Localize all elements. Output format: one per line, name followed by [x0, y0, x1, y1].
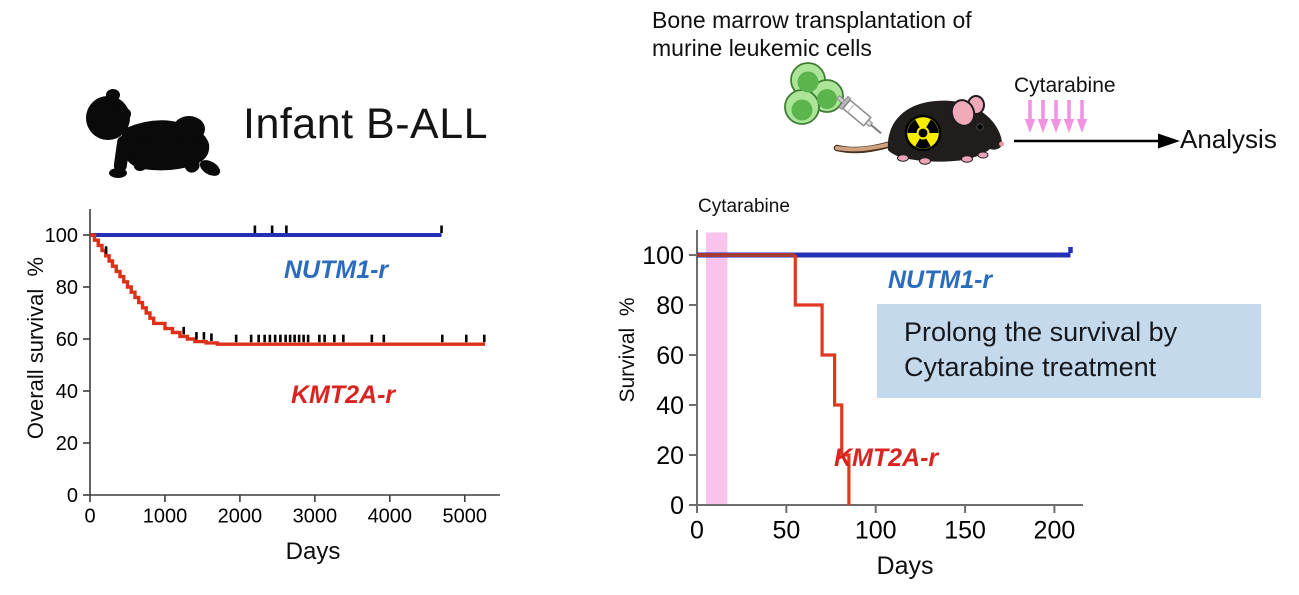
band-cytarabine-label: Cytarabine — [698, 196, 790, 217]
svg-text:2000: 2000 — [218, 505, 263, 527]
right-nutm1-label: NUTM1-r — [888, 266, 993, 294]
right-survival-chart: 0 20 40 60 80 100 0 50 100 150 200 — [642, 230, 1083, 545]
svg-text:80: 80 — [56, 277, 78, 299]
cytarabine-arrows-icon — [1024, 100, 1088, 133]
svg-text:60: 60 — [56, 329, 78, 351]
mouse-eye — [976, 123, 984, 131]
svg-text:3000: 3000 — [293, 505, 338, 527]
conclusion-line1: Prolong the survival by — [904, 317, 1178, 347]
cytarabine-treatment-label: Cytarabine — [1014, 74, 1116, 97]
mouse-ear-front — [950, 99, 976, 127]
left-nutm1-label: NUTM1-r — [284, 256, 389, 284]
analysis-arrow-icon — [1014, 133, 1180, 149]
svg-text:40: 40 — [56, 381, 78, 403]
svg-text:0: 0 — [670, 492, 684, 520]
svg-text:60: 60 — [656, 342, 684, 370]
baby-icon — [86, 89, 221, 178]
svg-text:1000: 1000 — [143, 505, 188, 527]
svg-text:4000: 4000 — [368, 505, 413, 527]
svg-text:100: 100 — [45, 225, 78, 247]
svg-text:40: 40 — [656, 392, 684, 420]
svg-text:200: 200 — [1034, 517, 1076, 545]
right-kmt2a-label: KMT2A-r — [834, 444, 939, 472]
svg-text:20: 20 — [656, 442, 684, 470]
right-chart-xlabel: Days — [876, 552, 934, 580]
svg-text:0: 0 — [67, 485, 78, 507]
left-chart-xlabel: Days — [285, 538, 341, 565]
conclusion-callout: Prolong the survival by Cytarabine treat… — [877, 304, 1261, 398]
syringe-icon — [836, 95, 882, 134]
mouse-nose — [999, 141, 1004, 147]
right-chart-ylabel: Survival % — [616, 297, 639, 403]
experiment-heading-line2: murine leukemic cells — [652, 35, 872, 61]
svg-text:20: 20 — [56, 433, 78, 455]
left-chart-ylabel: Overall survival % — [23, 256, 48, 440]
svg-text:80: 80 — [656, 292, 684, 320]
bmt-illustration — [784, 62, 1004, 165]
experiment-heading-line1: Bone marrow transplantation of — [652, 7, 972, 33]
leukemic-cells-icon — [784, 62, 844, 125]
experiment-heading: Bone marrow transplantation of murine le… — [652, 6, 972, 62]
mouse-icon — [887, 95, 1004, 165]
radiation-hazard-icon — [904, 114, 942, 152]
svg-text:100: 100 — [855, 517, 897, 545]
svg-text:0: 0 — [690, 517, 704, 545]
conclusion-line2: Cytarabine treatment — [904, 352, 1157, 382]
mouse-tail-icon — [833, 139, 899, 154]
page-title: Infant B-ALL — [243, 100, 489, 148]
analysis-label: Analysis — [1180, 124, 1277, 154]
left-kmt2a-label: KMT2A-r — [291, 381, 396, 409]
svg-text:100: 100 — [642, 242, 684, 270]
svg-text:150: 150 — [944, 517, 986, 545]
svg-text:0: 0 — [84, 505, 95, 527]
svg-text:50: 50 — [772, 517, 800, 545]
svg-text:5000: 5000 — [443, 505, 488, 527]
